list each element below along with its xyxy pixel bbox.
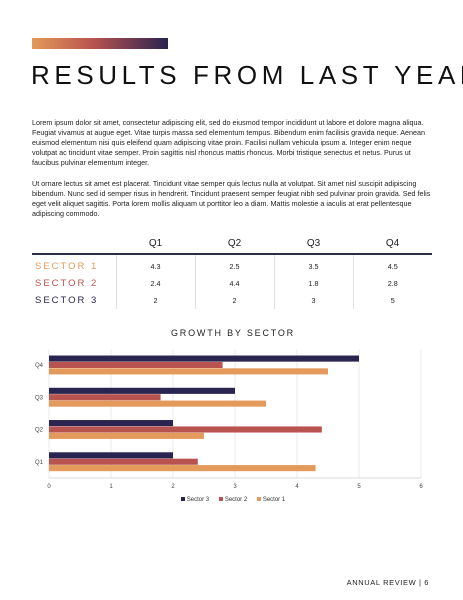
x-tick-label: 6 [419,484,423,490]
bar-q2-sector-1 [49,432,204,439]
table-cell: 5 [352,292,432,309]
legend-item-sector-2: Sector 2 [218,497,248,503]
x-tick-label: 0 [47,484,51,490]
table-row: SECTOR 2 2.4 4.4 1.8 2.8 [32,275,432,292]
x-tick-label: 4 [295,484,299,490]
table-cell: 4.4 [194,275,274,292]
chart-title: GROWTH BY SECTOR [171,328,295,338]
column-header-q2: Q2 [227,237,242,249]
y-tick-label: Q2 [35,428,44,434]
row-label-sector-3: SECTOR 3 [35,295,99,306]
y-tick-label: Q3 [35,395,44,401]
row-label-sector-1: SECTOR 1 [35,261,99,272]
page-number: 6 [424,578,429,587]
y-tick-label: Q4 [35,363,44,369]
x-tick-label: 1 [109,484,113,490]
table-cell: 2.8 [352,275,432,292]
table-cell: 2 [115,292,195,309]
results-table: Q1 Q2 Q3 Q4 SECTOR 1 4.3 2.5 3.5 4.5 SEC… [32,233,432,309]
table-cell: 2 [194,292,274,309]
row-label-sector-2: SECTOR 2 [35,278,99,289]
table-row: SECTOR 3 2 2 3 5 [32,292,432,309]
body-paragraph-1: Lorem ipsum dolor sit amet, consectetur … [32,118,426,168]
bar-q3-sector-3 [49,387,235,394]
column-header-q4: Q4 [385,237,400,249]
table-row: SECTOR 1 4.3 2.5 3.5 4.5 [32,254,432,275]
table-cell: 4.3 [115,254,195,275]
table-cell: 3 [273,292,353,309]
legend-item-sector-3: Sector 3 [180,497,210,503]
legend-swatch [180,497,185,502]
bar-q4-sector-3 [49,355,359,362]
y-tick-label: Q1 [35,460,44,466]
chart-plot: 0 1 2 3 4 5 6 Q1 Q2 Q3 Q4 [35,349,423,490]
body-paragraph-2: Ut ornare lectus sit amet est placerat. … [32,179,431,219]
table-cell: 2.4 [115,275,195,292]
bar-q1-sector-3 [49,452,173,459]
footer-label: ANNUAL REVIEW [346,578,417,587]
page-footer: ANNUAL REVIEW | 6 [347,578,429,587]
table-cell: 1.8 [273,275,353,292]
x-tick-label: 2 [171,484,175,490]
x-tick-label: 5 [357,484,361,490]
growth-chart: 0 1 2 3 4 5 6 Q1 Q2 Q3 Q4 GROWTH BY SECTOR Sector … [28,322,438,517]
legend-label: Sector 1 [262,497,286,503]
table-cell: 2.5 [194,254,274,275]
legend-label: Sector 3 [186,497,210,503]
column-header-q3: Q3 [306,237,321,249]
table-cell: 4.5 [352,254,432,275]
bar-q2-sector-3 [49,420,173,427]
accent-bar [32,38,168,49]
table-header-row: Q1 Q2 Q3 Q4 [32,233,432,254]
chart-legend: Sector 3 Sector 2 Sector 1 [28,497,438,503]
table-corner-cell [32,233,116,254]
legend-swatch [218,497,223,502]
bar-q1-sector-2 [49,458,198,465]
footer-separator: | [418,578,422,587]
bar-q3-sector-2 [49,394,161,401]
x-tick-label: 3 [233,484,237,490]
bar-q4-sector-1 [49,368,328,375]
bar-q1-sector-1 [49,465,316,472]
table-cell: 3.5 [273,254,353,275]
legend-swatch [256,497,261,502]
bar-q3-sector-1 [49,400,266,407]
bar-q4-sector-2 [49,361,223,369]
legend-label: Sector 2 [224,497,248,503]
legend-item-sector-1: Sector 1 [256,497,286,503]
bar-q2-sector-2 [49,426,322,433]
column-header-q1: Q1 [148,237,163,249]
page-title: RESULTS FROM LAST YEAR [31,60,463,90]
